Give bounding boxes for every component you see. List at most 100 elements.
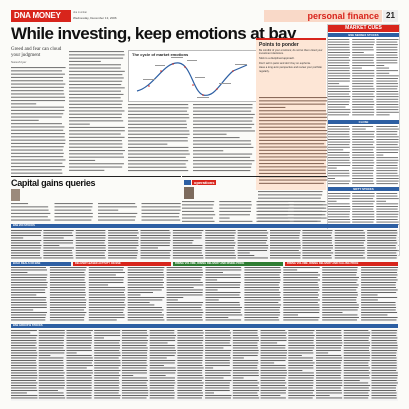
text-line (177, 347, 204, 349)
text-line (205, 375, 231, 376)
text-line (260, 395, 281, 396)
text-line (43, 252, 73, 254)
text-line (259, 156, 328, 158)
text-line (11, 377, 38, 379)
text-line (260, 335, 286, 336)
edition-line: dna mumbai (73, 11, 87, 14)
text-line (128, 120, 187, 122)
text-line (11, 76, 64, 78)
text-line (237, 255, 255, 256)
text-line (260, 330, 286, 331)
text-line (121, 355, 148, 356)
text-line (88, 272, 126, 273)
text-line (205, 274, 241, 276)
text-line (108, 237, 139, 239)
text-line (259, 123, 326, 125)
text-line (361, 272, 397, 273)
text-line (376, 41, 398, 43)
text-line (260, 385, 286, 386)
text-line (127, 287, 165, 288)
text-line (244, 307, 281, 308)
text-line (316, 360, 342, 361)
text-line (322, 284, 359, 286)
text-line (260, 350, 288, 351)
text-line (177, 377, 204, 379)
text-line (140, 232, 171, 234)
text-line (205, 367, 214, 369)
text-line (127, 309, 164, 311)
text-line (128, 160, 189, 162)
text-line (11, 370, 37, 371)
text-line (121, 362, 147, 364)
text-line (237, 230, 267, 231)
text-line (352, 59, 374, 61)
text-line (343, 332, 371, 334)
text-line (260, 360, 286, 361)
text-line (288, 380, 314, 381)
text-line (316, 330, 342, 331)
text-line (66, 385, 92, 386)
text-line (149, 385, 175, 386)
text-line (371, 380, 397, 381)
text-line (205, 287, 240, 288)
text-line (205, 299, 219, 301)
text-line (371, 390, 396, 391)
text-line (11, 156, 64, 158)
text-line (334, 252, 365, 254)
text-line (193, 160, 255, 162)
text-line (11, 116, 62, 118)
text-line (49, 284, 86, 286)
text-line (43, 255, 73, 256)
text-line (316, 370, 342, 371)
text-line (334, 235, 365, 236)
text-line (94, 335, 121, 336)
text-line (11, 119, 39, 121)
text-line (376, 195, 398, 197)
text-line (328, 141, 351, 143)
text-line (11, 292, 46, 293)
text-line (88, 287, 125, 288)
text-line (328, 57, 349, 59)
text-line (376, 167, 398, 169)
text-line (11, 332, 31, 334)
text-line (11, 342, 37, 344)
text-line (166, 314, 203, 316)
text-line (149, 365, 164, 366)
text-line (38, 360, 64, 361)
text-line (376, 216, 398, 218)
text-line (140, 235, 171, 236)
text-line (244, 309, 280, 311)
text-line (334, 245, 364, 246)
table-header-band: BSE GROUP B STOCKS (11, 324, 398, 328)
text-line (75, 242, 105, 244)
text-line (352, 206, 374, 207)
text-line (302, 245, 334, 246)
text-line (11, 149, 63, 151)
text-line (232, 355, 258, 356)
text-line (11, 232, 41, 234)
text-line (322, 274, 357, 276)
text-line (177, 370, 203, 371)
text-line (121, 332, 148, 334)
text-line (256, 201, 289, 203)
text-line (172, 257, 204, 259)
text-line (283, 314, 299, 316)
text-line (352, 180, 374, 182)
text-line (11, 267, 46, 268)
text-line (376, 98, 399, 100)
text-line (352, 70, 375, 72)
text-line (352, 152, 374, 153)
text-line (140, 257, 170, 259)
text-line (128, 133, 190, 135)
text-line (205, 335, 231, 336)
text-line (11, 146, 64, 148)
text-line (328, 154, 350, 156)
text-line (66, 375, 92, 376)
text-line (244, 297, 282, 298)
text-line (205, 232, 236, 234)
text-line (49, 294, 86, 296)
table-header-band: BSE 200 STOCKS (11, 224, 398, 228)
text-line (283, 282, 318, 283)
market-cues-rows (328, 39, 399, 116)
text-line (11, 279, 47, 281)
